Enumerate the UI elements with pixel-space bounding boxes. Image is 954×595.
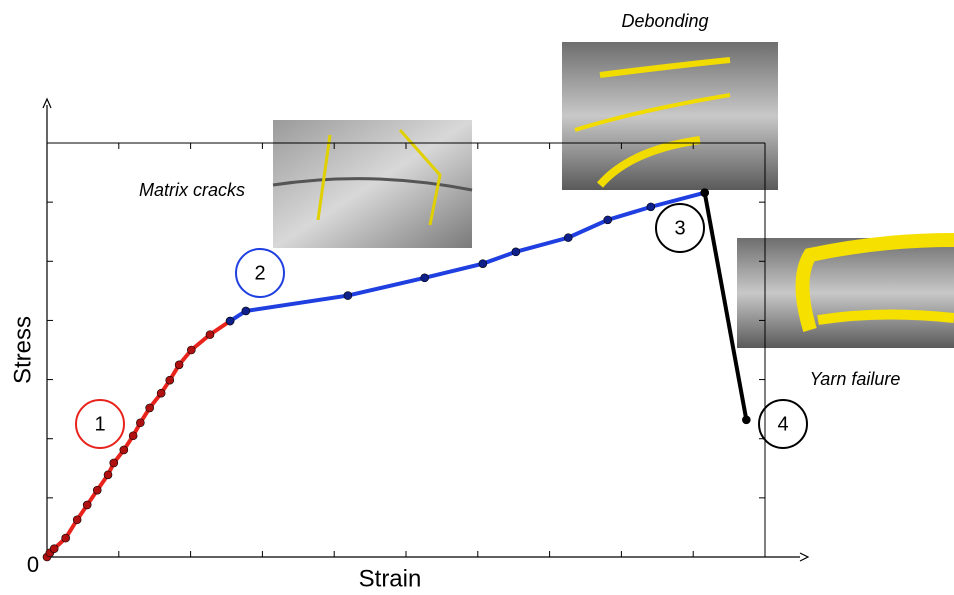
data-point (62, 534, 70, 542)
data-point (146, 404, 154, 412)
data-point (157, 389, 165, 397)
data-point (564, 234, 572, 242)
y-axis-label: Stress (9, 316, 36, 384)
micrograph-matrix (273, 120, 472, 248)
annotation: Yarn failure (810, 369, 901, 389)
data-point (73, 516, 81, 524)
data-point (242, 307, 250, 315)
micrograph-debonding (562, 42, 778, 190)
stage-label: 3 (674, 217, 685, 239)
data-point (175, 361, 183, 369)
data-point (604, 216, 612, 224)
data-point (206, 331, 214, 339)
data-point (647, 203, 655, 211)
data-point (742, 416, 750, 424)
data-point (187, 346, 195, 354)
data-point (83, 501, 91, 509)
data-point (344, 292, 352, 300)
data-point (93, 486, 101, 494)
annotation: Debonding (621, 11, 708, 31)
data-point (136, 419, 144, 427)
data-point (479, 260, 487, 268)
stage-label: 4 (777, 413, 788, 435)
data-point (226, 317, 234, 325)
annotation: Matrix cracks (139, 180, 245, 200)
data-point (701, 189, 709, 197)
chart: 0 Strain Stress Matrix cracks Debonding … (0, 0, 954, 595)
data-point (50, 545, 58, 553)
x-axis-label: Strain (359, 565, 422, 592)
data-point (421, 274, 429, 282)
data-point (129, 432, 137, 440)
data-point (104, 471, 112, 479)
stage-label: 2 (254, 262, 265, 284)
data-point (512, 248, 520, 256)
data-point (110, 459, 118, 467)
data-point (120, 446, 128, 454)
stage-label: 1 (94, 413, 105, 435)
micrograph-yarn (737, 238, 954, 348)
origin-label: 0 (27, 552, 39, 577)
data-point (166, 376, 174, 384)
